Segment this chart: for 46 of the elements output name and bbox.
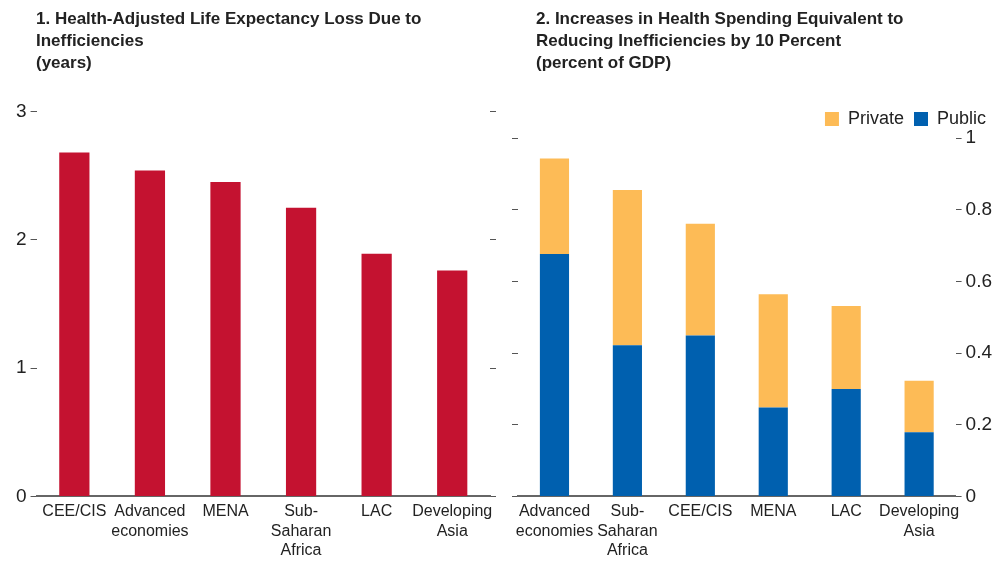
y2-tick-label: 0: [965, 484, 977, 506]
bar: [758, 294, 788, 408]
bar: [831, 388, 861, 496]
chart-subtitle: (years): [36, 52, 93, 74]
y2-tick-label: 0.2: [965, 412, 993, 434]
y-tick-label: 1: [15, 356, 27, 378]
x-tick-label: MENA: [202, 502, 249, 520]
legend-label: Private: [847, 107, 904, 128]
x-tick-label: Sub-Saharan Africa: [597, 502, 658, 558]
bar: [685, 223, 715, 336]
bar: [612, 345, 642, 496]
bar: [685, 335, 715, 496]
legend-label: Public: [936, 107, 987, 128]
y2-tick-label: 0.6: [965, 269, 993, 291]
bar: [361, 253, 392, 496]
x-tick-label: MENA: [750, 502, 797, 520]
chart-subtitle: (percent of GDP): [536, 52, 673, 74]
x-tick-label: Developing Asia: [412, 502, 493, 539]
y2-tick-label: 0.8: [965, 197, 993, 219]
x-tick-label: LAC: [361, 502, 393, 520]
bar: [285, 207, 317, 496]
bar: [612, 189, 642, 346]
bar: [539, 158, 570, 255]
x-tick-label: Advanced economies: [515, 502, 594, 539]
y2-tick-label: 1: [965, 126, 977, 148]
bar: [831, 306, 861, 389]
y-tick-label: 0: [15, 484, 27, 506]
bar: [134, 170, 166, 496]
bar: [904, 380, 934, 433]
y-tick-label: 2: [15, 227, 27, 249]
y2-tick-label: 0.4: [965, 341, 993, 363]
bar: [758, 407, 788, 496]
bar: [210, 181, 241, 496]
bar: [904, 432, 934, 496]
x-tick-label: CEE/CIS: [668, 502, 733, 520]
bar: [59, 152, 90, 496]
x-tick-label: Developing Asia: [879, 502, 960, 539]
bar: [539, 254, 570, 496]
chart-title: 1. Health-Adjusted Life Expectancy Loss Due to Inefficiencies: [36, 8, 423, 52]
y-tick-label: 3: [15, 99, 27, 121]
chart-title: 2. Increases in Health Spending Equivalent to Reducing Inefficiencies by 10 Percent: [536, 8, 905, 52]
x-tick-label: Sub-Saharan Africa: [270, 502, 332, 558]
bar: [437, 270, 468, 496]
x-tick-label: Advanced economies: [111, 502, 189, 539]
x-tick-label: CEE/CIS: [42, 502, 107, 520]
x-tick-label: LAC: [830, 502, 862, 520]
